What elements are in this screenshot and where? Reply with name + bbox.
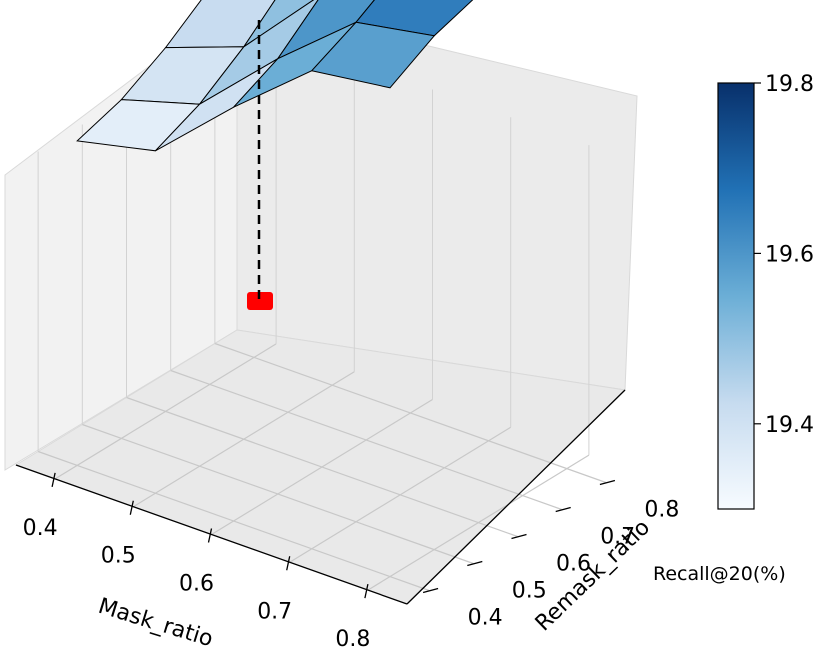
- surface-cells: [76, 0, 474, 152]
- x-tick-label: 0.7: [257, 599, 292, 624]
- x-axis-label: Mask_ratio: [95, 594, 216, 653]
- y-tick-label: 0.5: [512, 579, 547, 604]
- surface-cell: [310, 21, 436, 89]
- grid-line-y: [170, 369, 562, 511]
- y-tick-label: 0.7: [600, 525, 635, 550]
- x-tick-label: 0.4: [23, 516, 58, 541]
- colorbar-ticks: 19.4 19.6 19.8: [754, 72, 814, 438]
- grid-line-y: [82, 423, 474, 565]
- x-tick-mark: [286, 556, 291, 571]
- grid-line-y: [37, 450, 430, 592]
- y-axis-line: [406, 389, 626, 605]
- colorbar-label: Recall@20(%): [653, 563, 786, 585]
- axis-panes: [4, 0, 638, 605]
- y-tick-mark: [511, 533, 527, 540]
- colorbar-tick-label: 19.8: [765, 72, 814, 97]
- colorbar-tick-label: 19.4: [765, 413, 814, 438]
- colorbar: 19.4 19.6 19.8 Recall@20(%): [653, 72, 814, 585]
- y-axis-label: Remask_ratio: [531, 515, 655, 636]
- x-tick-mark: [364, 583, 369, 599]
- x-tick-label: 0.5: [101, 544, 136, 569]
- grid-lines: [37, 33, 607, 592]
- y-tick-label: 0.6: [556, 552, 591, 577]
- best-point-marker-dot: [247, 292, 273, 310]
- grid-line-y: [126, 396, 518, 538]
- y-ticks: 0.4 0.5 0.6 0.7 0.8: [422, 479, 679, 631]
- y-tick-mark: [422, 587, 439, 594]
- colorbar-gradient: [717, 82, 755, 510]
- colorbar-tick-label: 19.6: [765, 242, 814, 267]
- x-axis-line: [15, 464, 408, 605]
- x-tick-label: 0.8: [335, 627, 370, 652]
- y-tick-mark: [599, 479, 616, 486]
- x-tick-label: 0.6: [179, 572, 214, 597]
- x-tick-mark: [207, 528, 213, 543]
- y-tick-mark: [467, 560, 483, 567]
- best-point-marker: [247, 20, 273, 310]
- x-tick-mark: [129, 500, 134, 515]
- axes: [15, 389, 626, 605]
- y-tick-mark: [555, 506, 571, 513]
- grid-line-y: [214, 342, 607, 484]
- y-tick-label: 0.4: [468, 606, 503, 631]
- x-ticks: 0.4 0.5 0.6 0.7 0.8: [23, 472, 370, 652]
- y-tick-label: 0.8: [644, 498, 679, 523]
- x-tick-mark: [51, 472, 56, 488]
